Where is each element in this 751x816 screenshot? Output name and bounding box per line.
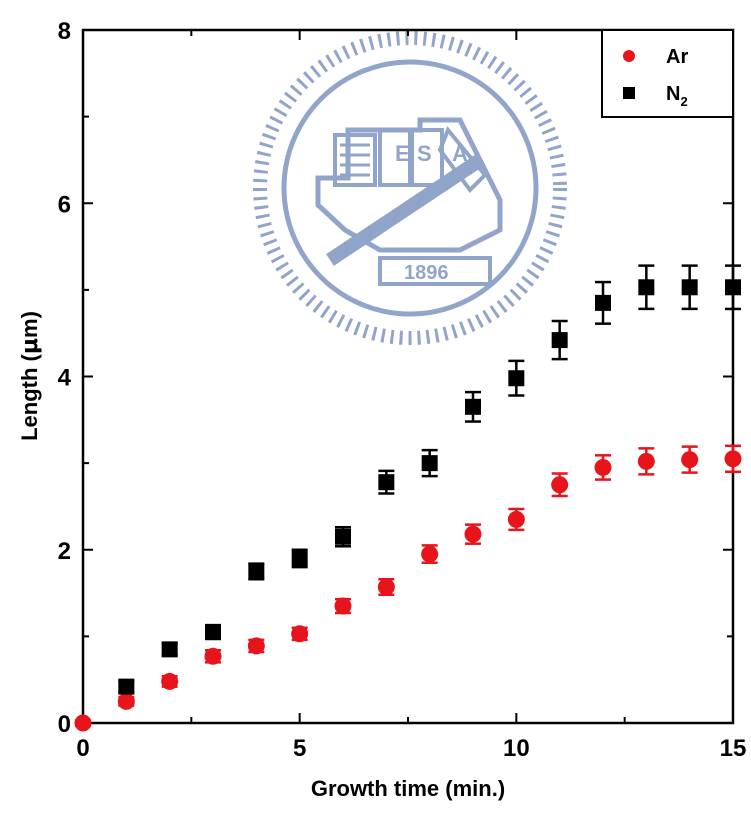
data-point-ar: [507, 510, 525, 528]
x-axis-title: Growth time (min.): [311, 776, 505, 801]
x-tick-label: 15: [720, 735, 747, 762]
data-point-n2: [378, 474, 395, 491]
data-point-ar: [377, 578, 395, 596]
data-point-ar: [334, 597, 352, 615]
data-point-ar: [247, 637, 265, 655]
data-point-n2: [118, 678, 135, 695]
data-point-ar: [204, 647, 222, 665]
data-point-ar: [724, 450, 742, 468]
axis-tick-labels: 0 5 10 15 0 2 4 6 8: [58, 18, 747, 762]
data-point-n2: [421, 455, 438, 472]
y-tick-label: 6: [58, 191, 71, 218]
watermark-seal: E S A 1896: [253, 31, 567, 345]
y-axis-title: Length (μm): [17, 311, 43, 441]
y-tick-label: 0: [58, 711, 71, 738]
data-point-n2: [508, 370, 525, 387]
legend-label-ar-name: Ar: [666, 46, 688, 68]
watermark-letter-s: S: [417, 141, 432, 166]
data-markers: [74, 279, 742, 732]
data-point-ar: [74, 714, 92, 732]
legend-label-n2: N2: [666, 83, 688, 109]
watermark-letter-a: A: [452, 141, 468, 166]
data-point-ar: [637, 452, 655, 470]
watermark-letter-e: E: [395, 141, 410, 166]
legend: Ar N2: [601, 29, 734, 118]
y-tick-label: 8: [58, 18, 71, 45]
data-point-ar: [681, 451, 699, 469]
data-point-n2: [725, 279, 741, 296]
legend-marker-n2: [623, 87, 635, 99]
data-point-ar: [291, 625, 309, 643]
legend-box: [601, 29, 734, 118]
data-point-n2: [205, 624, 221, 641]
data-point-n2: [638, 279, 655, 296]
data-point-ar: [464, 525, 482, 543]
y-axis-title-main: Length (: [17, 354, 42, 441]
data-point-ar: [594, 458, 612, 476]
data-point-n2: [595, 294, 611, 311]
data-point-ar: [421, 545, 439, 563]
data-point-ar: [551, 476, 569, 494]
x-tick-label: 10: [503, 735, 530, 762]
data-point-ar: [117, 692, 135, 710]
legend-label-ar: Ar: [666, 46, 688, 68]
legend-label-n2-sub: 2: [680, 94, 687, 109]
watermark-year: 1896: [404, 262, 449, 284]
data-point-n2: [551, 332, 568, 349]
data-point-n2: [161, 641, 178, 658]
y-axis-title-unit: m): [17, 311, 42, 338]
y-axis-title-mu: μ: [18, 338, 43, 354]
data-point-n2: [248, 563, 265, 580]
legend-marker-ar: [623, 50, 635, 62]
y-tick-label: 4: [58, 365, 72, 392]
data-point-n2: [335, 528, 351, 545]
data-point-n2: [465, 398, 481, 415]
data-point-n2: [681, 279, 698, 296]
y-tick-label: 2: [58, 538, 71, 565]
data-point-n2: [291, 550, 308, 567]
x-tick-label: 0: [76, 735, 89, 762]
x-tick-label: 5: [293, 735, 306, 762]
legend-label-n2-name: N: [666, 83, 680, 105]
data-point-ar: [161, 672, 179, 690]
